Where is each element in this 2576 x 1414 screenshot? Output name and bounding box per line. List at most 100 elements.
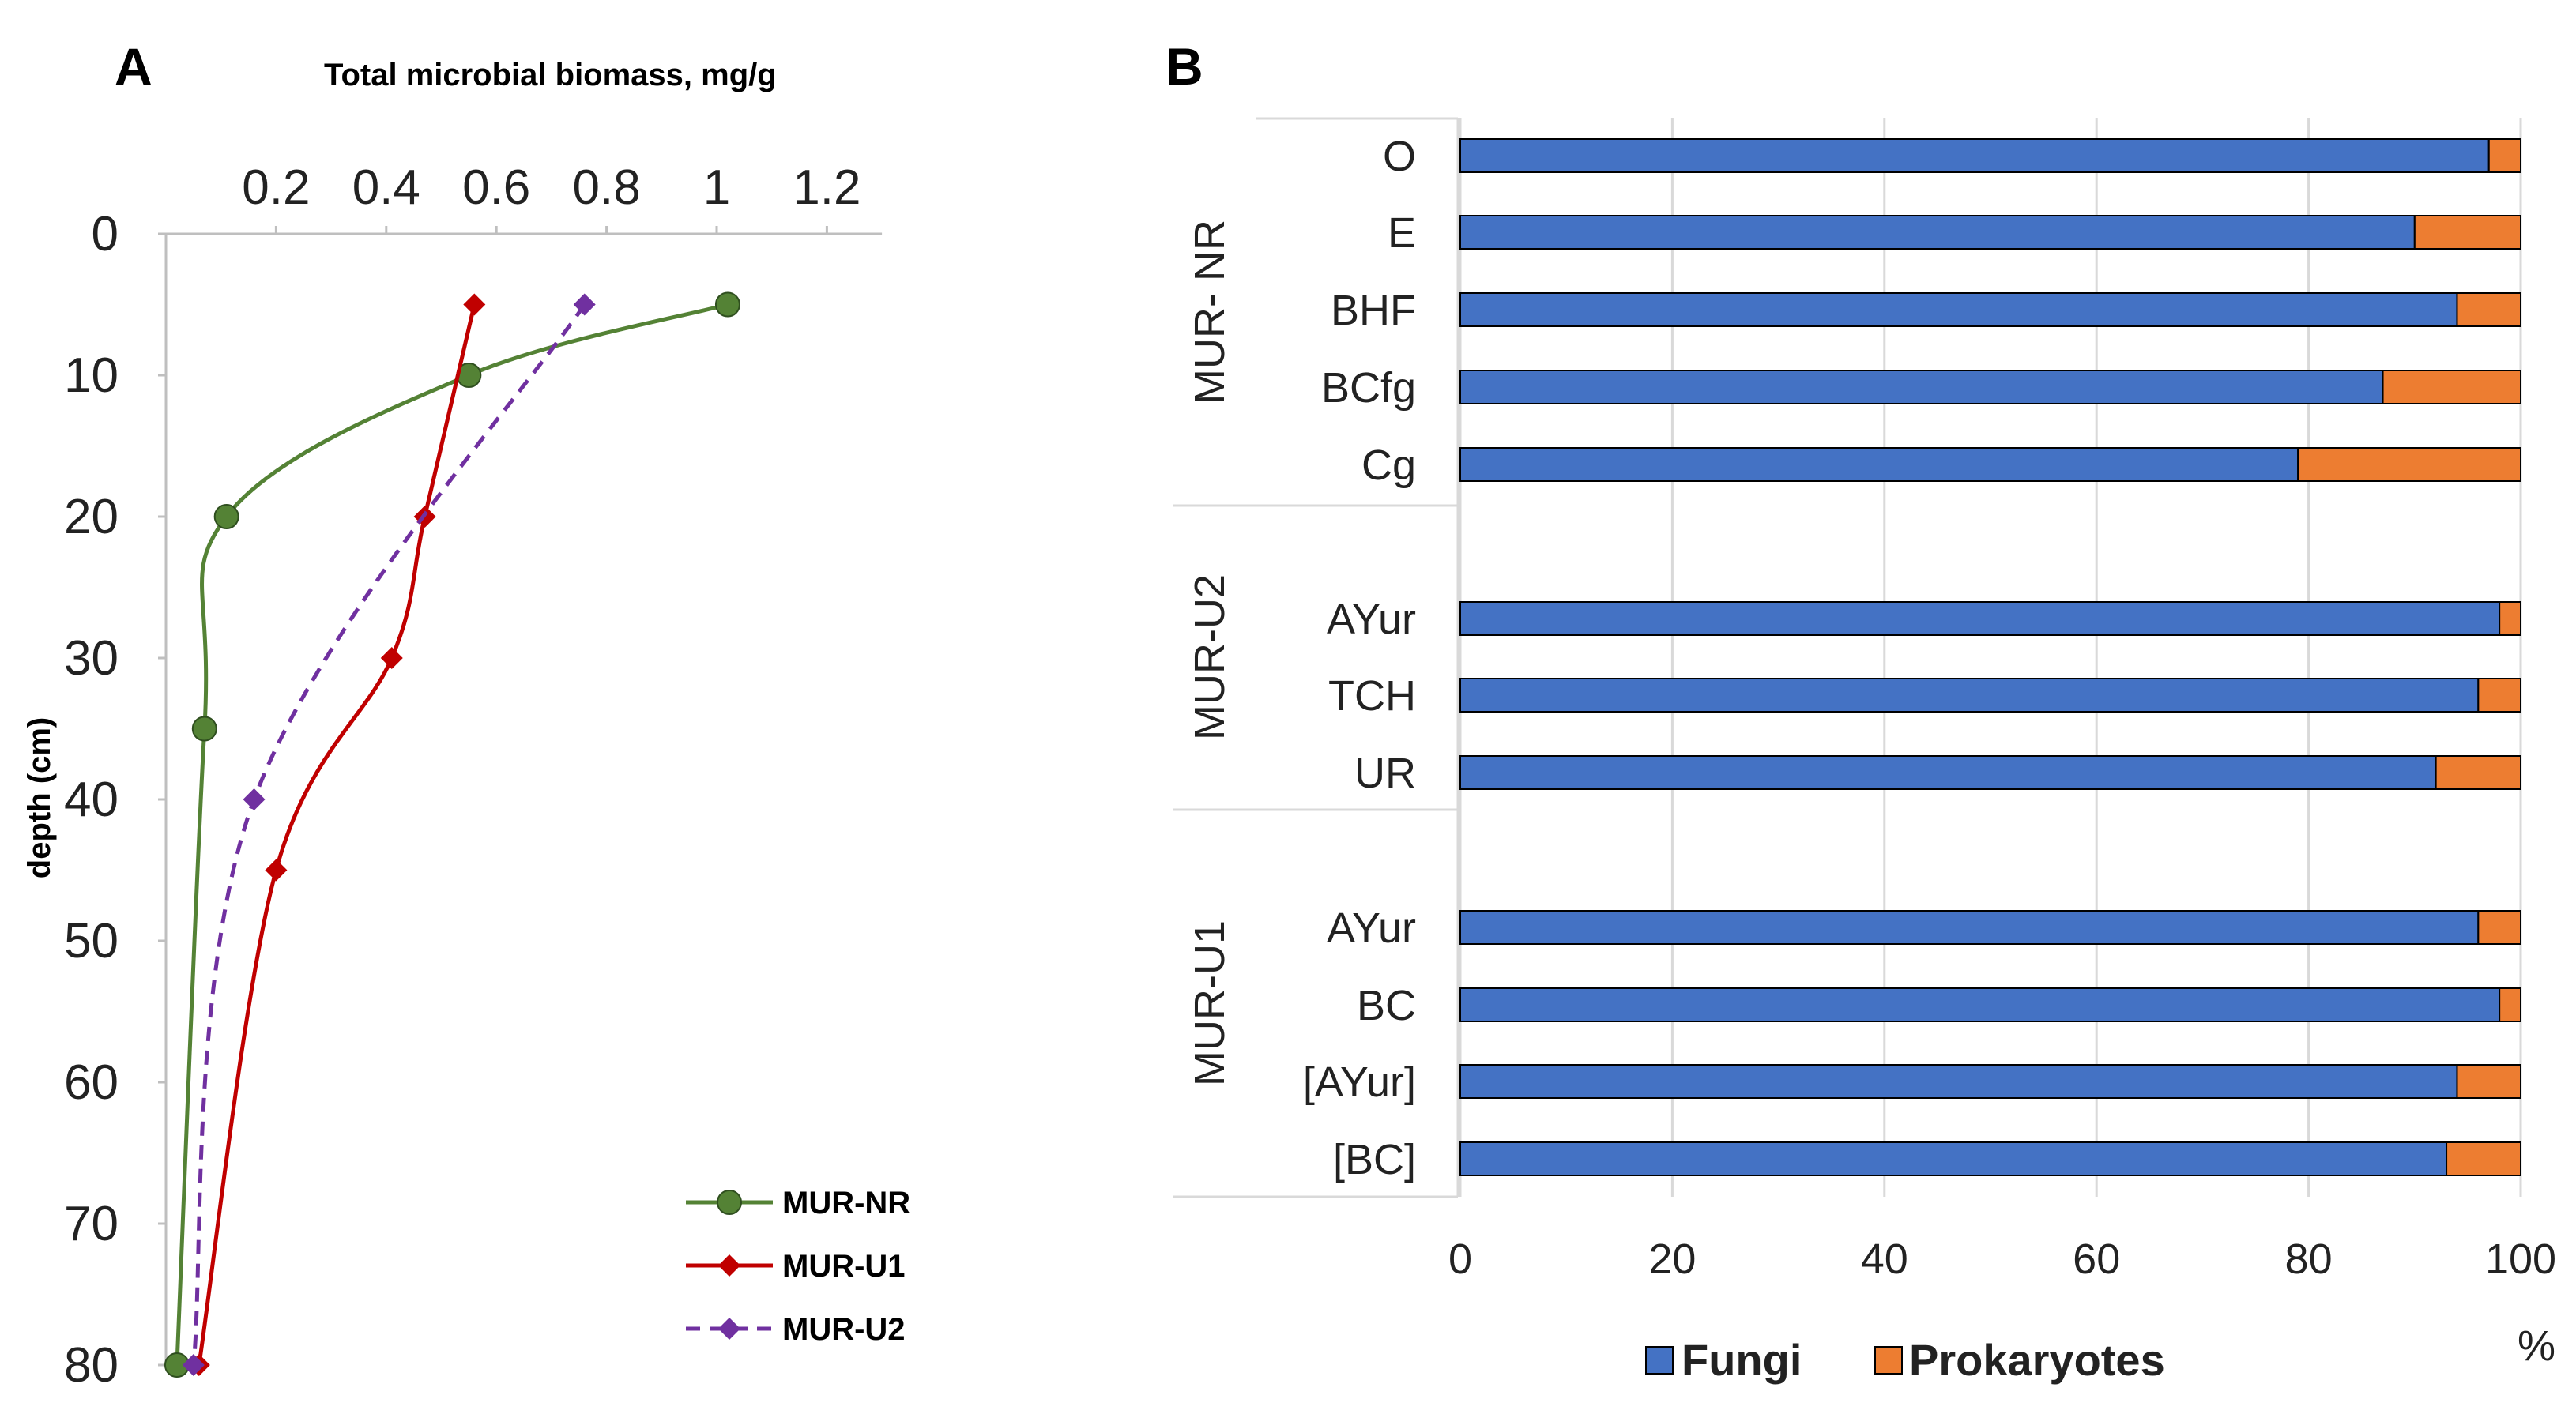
data-point-mur-u1 <box>463 293 486 316</box>
panel-a-x-ticks: 0.2 0.4 0.6 0.8 1 1.2 <box>242 160 861 234</box>
panel-b-x-tick-label: 60 <box>2073 1235 2120 1283</box>
bar-fungi <box>1459 1141 2448 1176</box>
category-label: AYur <box>1327 596 1416 643</box>
panel-a-x-tick-label: 0.2 <box>242 160 310 215</box>
panel-a-y-tick-label: 60 <box>64 1055 119 1110</box>
bar-prokaryotes <box>2435 755 2521 790</box>
bar-fungi <box>1459 910 2480 945</box>
bar-fungi <box>1459 370 2384 404</box>
group-label: MUR- NR <box>1186 220 1233 404</box>
group-label: MUR-U2 <box>1186 574 1233 740</box>
panel-a-x-tick-label: 0.4 <box>352 160 420 215</box>
bar-prokaryotes <box>2456 292 2521 327</box>
bar-fungi <box>1459 678 2480 713</box>
panel-a: A Total microbial biomass, mg/g 0.2 0.4 0.… <box>22 37 910 1393</box>
panel-a-axes <box>164 232 883 1365</box>
data-point-mur-nr <box>714 291 740 318</box>
legend-label-prokaryotes: Prokaryotes <box>1909 1335 2165 1385</box>
panel-a-y-tick-label: 70 <box>64 1197 119 1251</box>
bar-prokaryotes <box>2413 215 2522 250</box>
data-point-mur-u2 <box>243 788 266 810</box>
legend-marker-mur-u2 <box>718 1318 740 1340</box>
legend-label-fungi: Fungi <box>1682 1335 1802 1385</box>
category-label: TCH <box>1328 672 1416 720</box>
panel-b-category-frame <box>1173 117 1459 1198</box>
bar-fungi <box>1459 138 2490 173</box>
category-label: BC <box>1357 982 1416 1029</box>
legend-marker-mur-nr <box>717 1190 742 1215</box>
bar-fungi <box>1459 987 2501 1022</box>
panel-a-y-tick-label: 30 <box>64 631 119 686</box>
category-label: O <box>1383 133 1416 180</box>
panel-a-y-tick-label: 50 <box>64 914 119 968</box>
panel-b: B OE BHF BCfg Cg AYur TCH UR AYur BC [AYur] [BC] M… <box>1166 37 2556 1385</box>
data-point-mur-u1 <box>265 859 288 882</box>
bar-prokaryotes <box>2446 1141 2522 1176</box>
panel-b-x-ticks: 0 20 40 60 80 100 <box>1448 1235 2556 1283</box>
panel-a-x-tick-label: 0.6 <box>462 160 530 215</box>
panel-b-group-labels: MUR- NR MUR-U2 MUR-U1 <box>1186 220 1233 1086</box>
category-label: Cg <box>1361 442 1416 489</box>
category-label: [BC] <box>1333 1136 1416 1183</box>
bar-prokaryotes <box>2297 447 2521 482</box>
panel-a-y-tick-label: 10 <box>64 348 119 403</box>
category-label: BCfg <box>1321 364 1416 412</box>
panel-a-y-tick-label: 80 <box>64 1338 119 1393</box>
panel-b-bars <box>1459 138 2522 1176</box>
bar-fungi <box>1459 601 2501 636</box>
data-point-mur-nr <box>191 716 217 742</box>
legend-label-mur-u1: MUR-U1 <box>782 1249 906 1284</box>
data-point-mur-u2 <box>573 293 596 316</box>
panel-a-legend: MUR-NR MUR-U1 MUR-U2 <box>686 1186 910 1347</box>
bar-prokaryotes <box>2456 1064 2521 1099</box>
bar-fungi <box>1459 447 2299 482</box>
legend-swatch-prokaryotes <box>1874 1346 1903 1375</box>
panel-a-y-tick-label: 20 <box>64 490 119 544</box>
panel-b-x-tick-label: 80 <box>2285 1235 2333 1283</box>
data-point-mur-nr <box>213 504 239 529</box>
data-point-mur-u1 <box>380 647 403 669</box>
bar-fungi <box>1459 1064 2458 1099</box>
bar-prokaryotes <box>2477 910 2522 945</box>
panel-b-x-tick-label: 20 <box>1648 1235 1696 1283</box>
bar-prokaryotes <box>2382 370 2522 404</box>
category-label: E <box>1388 209 1416 257</box>
category-label: BHF <box>1331 287 1416 334</box>
panel-b-letter: B <box>1166 37 1203 96</box>
panel-b-x-axis-unit: % <box>2518 1322 2555 1370</box>
group-label: MUR-U1 <box>1186 920 1233 1086</box>
bar-fungi <box>1459 755 2437 790</box>
panel-a-y-ticks: 0 10 20 30 40 50 60 70 80 <box>64 207 166 1393</box>
bar-fungi <box>1459 292 2458 327</box>
panel-a-letter: A <box>115 37 153 96</box>
panel-a-x-axis-title: Total microbial biomass, mg/g <box>324 58 777 92</box>
panel-b-x-tick-label: 100 <box>2485 1235 2556 1283</box>
bar-fungi <box>1459 215 2416 250</box>
legend-marker-mur-u1 <box>718 1254 740 1277</box>
panel-a-y-tick-label: 40 <box>64 773 119 827</box>
bar-prokaryotes <box>2487 138 2521 173</box>
category-label: [AYur] <box>1303 1059 1416 1106</box>
panel-a-y-axis-title: depth (cm) <box>22 717 57 878</box>
panel-a-series <box>164 291 740 1378</box>
panel-a-y-tick-label: 0 <box>92 207 119 261</box>
category-label: UR <box>1354 750 1416 797</box>
panel-b-category-labels: OE BHF BCfg Cg AYur TCH UR AYur BC [AYur] [BC] <box>1303 133 1416 1183</box>
bar-prokaryotes <box>2477 678 2522 713</box>
panel-b-legend: Fungi Prokaryotes <box>1645 1335 2165 1385</box>
bar-prokaryotes <box>2499 601 2521 636</box>
panel-b-x-tick-label: 0 <box>1448 1235 1472 1283</box>
series-line-mur-u1 <box>197 303 476 1366</box>
data-point-mur-u2 <box>182 1354 205 1376</box>
legend-label-mur-nr: MUR-NR <box>782 1186 910 1220</box>
bar-prokaryotes <box>2499 987 2521 1022</box>
panel-a-x-tick-label: 1 <box>703 160 730 215</box>
panel-a-x-tick-label: 1.2 <box>793 160 861 215</box>
category-label: AYur <box>1327 904 1416 952</box>
series-line-mur-nr <box>175 303 729 1366</box>
panel-a-x-tick-label: 0.8 <box>572 160 640 215</box>
legend-swatch-fungi <box>1645 1346 1674 1375</box>
legend-label-mur-u2: MUR-U2 <box>782 1312 906 1347</box>
panel-b-x-tick-label: 40 <box>1861 1235 1908 1283</box>
